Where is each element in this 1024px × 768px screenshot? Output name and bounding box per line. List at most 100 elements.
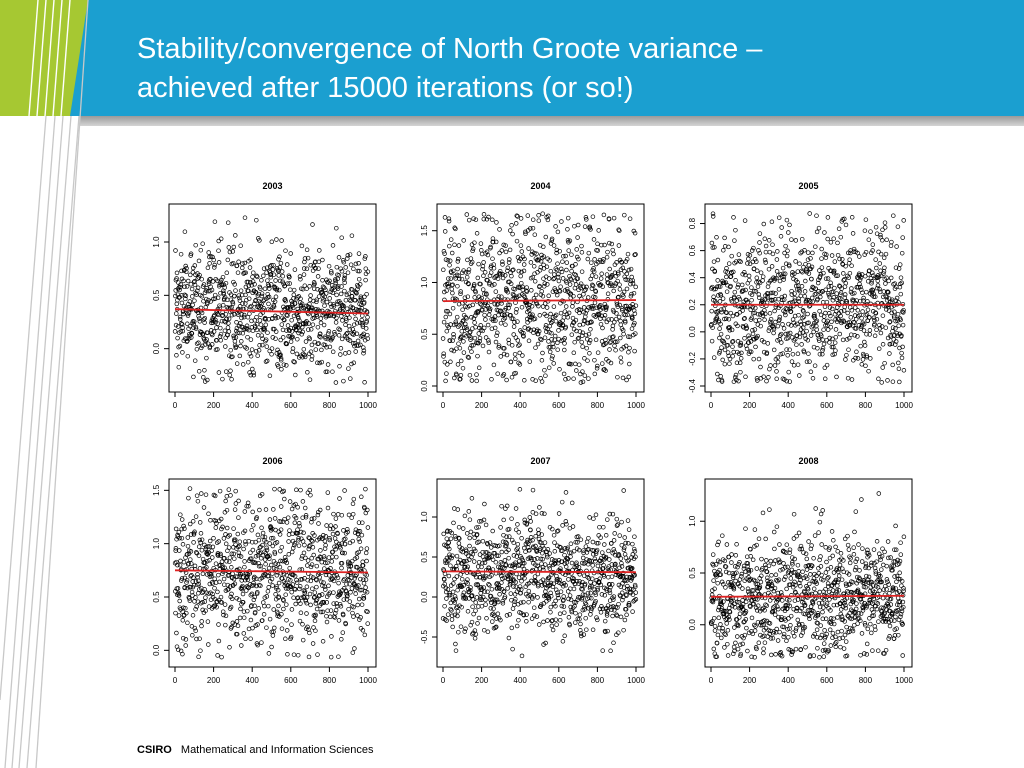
- data-point: [220, 302, 226, 308]
- data-point: [502, 346, 507, 351]
- data-point: [839, 286, 844, 291]
- data-point: [311, 516, 317, 521]
- data-point: [204, 337, 209, 342]
- data-point: [494, 302, 500, 308]
- data-point: [196, 591, 201, 596]
- data-point: [326, 263, 332, 269]
- data-point: [349, 361, 354, 367]
- data-point: [356, 520, 362, 525]
- data-point: [801, 264, 806, 270]
- data-point: [197, 319, 203, 324]
- data-point: [461, 350, 467, 355]
- data-point: [481, 517, 487, 523]
- data-point: [583, 287, 588, 292]
- data-point: [876, 304, 882, 310]
- data-point: [306, 544, 312, 549]
- data-point: [191, 319, 197, 324]
- data-point: [553, 224, 558, 229]
- data-point: [449, 286, 455, 292]
- data-point: [283, 557, 289, 563]
- data-point: [331, 578, 337, 584]
- data-point: [802, 333, 808, 338]
- data-point: [339, 637, 344, 642]
- data-point: [441, 531, 446, 537]
- data-point: [279, 269, 285, 274]
- data-point: [236, 498, 241, 504]
- data-point: [724, 266, 729, 271]
- data-point: [557, 248, 562, 254]
- data-point: [259, 525, 264, 531]
- data-point: [527, 515, 533, 520]
- data-point: [810, 376, 816, 381]
- data-point: [297, 523, 302, 529]
- data-point: [533, 378, 538, 383]
- data-point: [569, 322, 575, 328]
- data-point: [825, 327, 831, 332]
- data-point: [194, 604, 199, 609]
- data-point: [818, 272, 824, 277]
- data-point: [712, 269, 718, 274]
- data-point: [334, 539, 339, 545]
- data-point: [481, 325, 487, 331]
- data-point: [563, 564, 569, 569]
- data-point: [742, 336, 747, 341]
- data-point: [603, 533, 609, 538]
- data-point: [202, 368, 207, 373]
- data-point: [290, 582, 296, 587]
- data-point: [474, 231, 480, 236]
- data-point: [566, 240, 571, 245]
- data-point: [536, 329, 542, 334]
- data-point: [900, 309, 905, 314]
- data-point: [882, 225, 888, 230]
- data-point: [508, 228, 513, 233]
- data-point: [269, 263, 274, 268]
- data-point: [621, 289, 627, 295]
- data-point: [249, 527, 254, 533]
- data-point: [578, 537, 584, 542]
- data-point: [797, 373, 802, 378]
- data-point: [271, 272, 277, 277]
- x-tick-label: 600: [284, 401, 298, 410]
- data-point: [272, 516, 278, 521]
- data-point: [324, 619, 330, 625]
- data-point: [241, 312, 247, 318]
- data-point: [570, 304, 575, 309]
- data-point: [478, 281, 483, 287]
- data-point: [469, 259, 475, 265]
- data-point: [472, 295, 477, 300]
- data-point: [760, 297, 765, 303]
- data-point: [192, 599, 197, 604]
- data-point: [283, 592, 288, 597]
- data-point: [257, 507, 262, 513]
- data-point: [824, 362, 830, 368]
- data-point: [505, 302, 511, 308]
- data-point: [325, 505, 331, 511]
- data-point: [318, 548, 323, 553]
- data-point: [291, 287, 297, 293]
- data-point: [342, 488, 347, 493]
- data-point: [478, 575, 483, 580]
- data-point: [498, 272, 503, 277]
- data-point: [876, 376, 881, 382]
- data-point: [521, 612, 527, 618]
- data-point: [545, 326, 550, 332]
- data-point: [219, 282, 225, 287]
- data-point: [186, 561, 191, 566]
- data-point: [292, 301, 298, 306]
- data-point: [882, 220, 888, 225]
- data-point: [455, 613, 460, 619]
- data-point: [737, 343, 743, 348]
- data-point: [849, 215, 855, 220]
- data-point: [292, 541, 298, 546]
- data-point: [861, 328, 867, 333]
- data-point: [565, 315, 571, 320]
- data-point: [305, 558, 311, 563]
- data-point: [355, 286, 360, 292]
- data-point: [594, 547, 600, 553]
- data-point: [184, 266, 189, 271]
- data-point: [331, 313, 336, 318]
- data-point: [251, 523, 256, 528]
- data-point: [365, 609, 370, 615]
- data-point: [566, 248, 571, 253]
